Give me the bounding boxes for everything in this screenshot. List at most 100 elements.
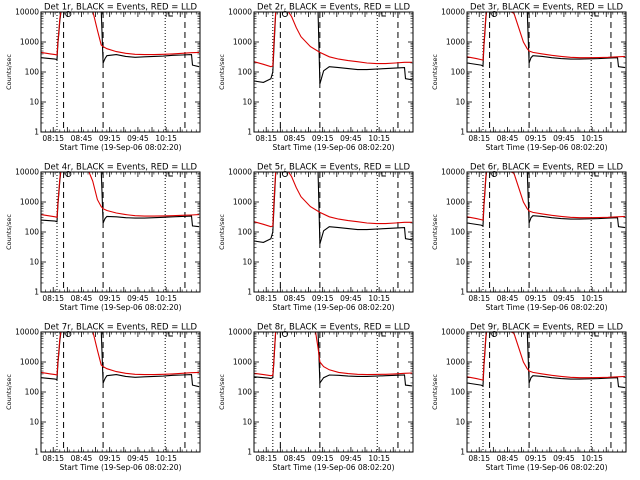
circle-marker (65, 330, 72, 338)
y-tick-label: 100 (238, 68, 253, 77)
panel-title: Det 6r, BLACK = Events, RED = LLD (470, 163, 624, 173)
panel-6: Det 6r, BLACK = Events, RED = LLD 1 10 100 1… (431, 163, 627, 312)
series-events (254, 332, 413, 387)
y-tick-label: 10 (455, 98, 465, 107)
panel-5: Det 5r, BLACK = Events, RED = LLD 1 10 100 1… (218, 163, 414, 312)
panel-title: Det 2r, BLACK = Events, RED = LLD (257, 3, 411, 13)
x-tick-label: 08:15 (255, 134, 277, 143)
x-tick-label: 08:15 (468, 294, 490, 303)
y-tick-label: 10000 (441, 168, 465, 177)
y-axis-label: Counts/sec (431, 54, 439, 90)
y-tick-label: 1000 (446, 198, 465, 207)
x-tick-label: 09:45 (340, 294, 362, 303)
y-tick-label: 10 (29, 258, 39, 267)
series-events (467, 12, 626, 69)
panel-9: Det 9r, BLACK = Events, RED = LLD 1 10 100 1… (431, 323, 627, 472)
x-tick-label: 10:15 (368, 134, 390, 143)
x-tick-label: 10:15 (368, 294, 390, 303)
corner-marker (594, 12, 599, 17)
y-tick-label: 100 (238, 388, 253, 397)
plot-frame (40, 11, 201, 133)
x-axis-label: Start Time (19-Sep-06 08:02:20) (273, 463, 395, 472)
series-lld (254, 12, 413, 68)
series-events (467, 332, 626, 389)
panel-title: Det 5r, BLACK = Events, RED = LLD (257, 163, 411, 173)
y-tick-label: 10 (455, 418, 465, 427)
y-tick-label: 1 (247, 288, 252, 297)
panel-title: Det 4r, BLACK = Events, RED = LLD (44, 163, 198, 173)
y-axis-label: Counts/sec (218, 214, 226, 250)
y-tick-label: 100 (451, 68, 466, 77)
panel-8: Det 8r, BLACK = Events, RED = LLD 1 10 100 1… (218, 323, 414, 472)
series-events (41, 12, 200, 68)
x-axis-label: Start Time (19-Sep-06 08:02:20) (60, 463, 182, 472)
series-events (467, 172, 626, 229)
x-tick-label: 09:45 (340, 134, 362, 143)
panel-title: Det 3r, BLACK = Events, RED = LLD (470, 3, 624, 13)
y-axis-label: Counts/sec (431, 214, 439, 250)
circle-marker (491, 10, 498, 18)
circle-marker (65, 170, 72, 178)
x-tick-label: 10:15 (581, 454, 603, 463)
y-tick-label: 10 (242, 98, 252, 107)
y-tick-label: 100 (238, 228, 253, 237)
x-tick-label: 09:15 (312, 454, 334, 463)
panel-title: Det 8r, BLACK = Events, RED = LLD (257, 323, 411, 333)
y-tick-label: 10000 (15, 8, 39, 17)
x-tick-label: 08:15 (255, 294, 277, 303)
x-tick-label: 09:45 (553, 454, 575, 463)
series-lld (467, 332, 626, 381)
corner-marker (381, 172, 386, 177)
circle-marker (491, 170, 498, 178)
y-tick-label: 1000 (233, 358, 252, 367)
corner-marker (168, 12, 173, 17)
series-lld (467, 12, 626, 61)
x-tick-label: 09:15 (99, 454, 121, 463)
x-tick-label: 08:45 (497, 134, 519, 143)
x-axis-label: Start Time (19-Sep-06 08:02:20) (60, 143, 182, 152)
panel-title: Det 9r, BLACK = Events, RED = LLD (470, 323, 624, 333)
plot-frame (40, 171, 201, 293)
x-tick-label: 09:45 (127, 294, 149, 303)
x-tick-label: 10:15 (581, 134, 603, 143)
panel-title: Det 1r, BLACK = Events, RED = LLD (44, 3, 198, 13)
series-lld (41, 172, 200, 219)
plot-frame (253, 171, 414, 293)
plot-frame (466, 171, 627, 293)
x-tick-label: 08:45 (284, 454, 306, 463)
plot-frame (40, 331, 201, 453)
corner-marker (594, 172, 599, 177)
x-tick-label: 09:15 (525, 294, 547, 303)
panel-2: Det 2r, BLACK = Events, RED = LLD 1 10 100 1… (218, 3, 414, 152)
y-tick-label: 10 (29, 418, 39, 427)
x-tick-label: 09:15 (525, 134, 547, 143)
series-lld (254, 172, 413, 228)
x-tick-label: 08:45 (71, 294, 93, 303)
y-tick-label: 10 (29, 98, 39, 107)
y-tick-label: 1 (34, 448, 39, 457)
series-events (41, 172, 200, 228)
y-axis-label: Counts/sec (5, 214, 13, 250)
y-tick-label: 1000 (20, 38, 39, 47)
plot-frame (466, 11, 627, 133)
y-tick-label: 10 (242, 258, 252, 267)
y-tick-label: 10 (242, 418, 252, 427)
y-tick-label: 100 (25, 228, 40, 237)
x-axis-label: Start Time (19-Sep-06 08:02:20) (273, 143, 395, 152)
x-axis-label: Start Time (19-Sep-06 08:02:20) (60, 303, 182, 312)
x-tick-label: 09:15 (99, 294, 121, 303)
x-tick-label: 10:15 (155, 134, 177, 143)
y-axis-label: Counts/sec (218, 374, 226, 410)
x-tick-label: 09:45 (553, 134, 575, 143)
y-tick-label: 100 (451, 228, 466, 237)
y-tick-label: 10000 (441, 328, 465, 337)
y-axis-label: Counts/sec (5, 54, 13, 90)
y-tick-label: 100 (451, 388, 466, 397)
y-tick-label: 1 (460, 288, 465, 297)
x-tick-label: 08:15 (468, 134, 490, 143)
corner-marker (381, 12, 386, 17)
y-tick-label: 1000 (20, 358, 39, 367)
x-tick-label: 09:15 (99, 134, 121, 143)
y-tick-label: 100 (25, 68, 40, 77)
x-tick-label: 08:45 (71, 134, 93, 143)
